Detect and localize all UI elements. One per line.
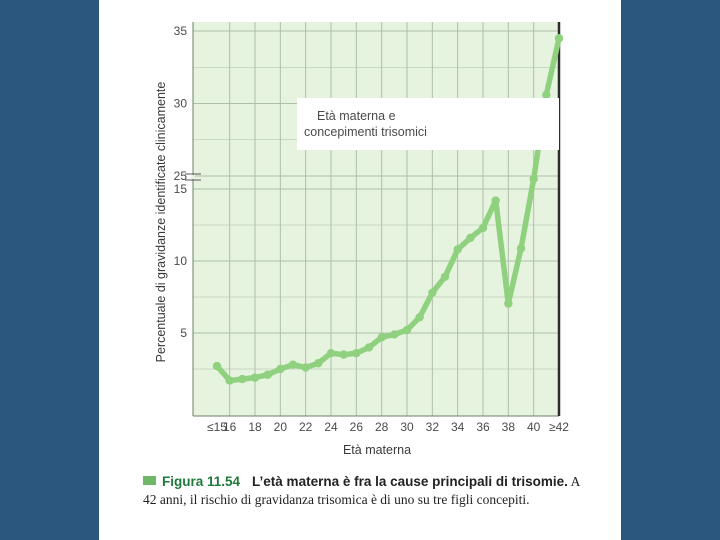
y-tick-label: 15 bbox=[174, 182, 188, 196]
data-point bbox=[542, 90, 551, 100]
data-point bbox=[326, 348, 336, 358]
data-point bbox=[301, 363, 310, 372]
x-tick-label: 26 bbox=[350, 420, 364, 434]
data-point bbox=[415, 312, 424, 322]
data-point bbox=[212, 361, 222, 371]
data-point bbox=[263, 370, 272, 379]
annotation-box bbox=[297, 98, 559, 150]
y-tick-label: 10 bbox=[174, 254, 188, 268]
x-tick-label: ≥42 bbox=[549, 420, 569, 434]
data-point bbox=[516, 244, 526, 253]
x-tick-label: 30 bbox=[400, 420, 414, 434]
x-tick-label: 18 bbox=[248, 420, 262, 434]
y-tick-label: 25 bbox=[174, 169, 188, 183]
figure-caption: Figura 11.54 L’età materna è fra la cause… bbox=[143, 473, 583, 509]
data-point bbox=[478, 223, 488, 233]
x-tick-label: 36 bbox=[476, 420, 490, 434]
plot-area bbox=[193, 22, 559, 416]
chart-annotation-line1: Età materna e bbox=[317, 109, 396, 123]
data-point bbox=[352, 348, 361, 358]
series-points bbox=[212, 34, 564, 385]
x-tick-label: 16 bbox=[223, 420, 237, 434]
data-point bbox=[238, 374, 247, 384]
x-tick-label: 34 bbox=[451, 420, 465, 434]
data-point bbox=[466, 233, 475, 243]
axis-break-mark bbox=[185, 173, 201, 181]
data-point bbox=[314, 359, 323, 368]
y-tick-label: 5 bbox=[180, 326, 187, 340]
figure-marker-icon bbox=[143, 476, 156, 485]
x-axis-label: Età materna bbox=[343, 443, 411, 457]
data-point bbox=[250, 373, 260, 382]
x-tick-label: 20 bbox=[274, 420, 288, 434]
x-tick-label: 28 bbox=[375, 420, 389, 434]
data-point bbox=[440, 272, 450, 282]
x-tick-label: 38 bbox=[502, 420, 516, 434]
data-point bbox=[288, 360, 298, 369]
y-tick-label: 35 bbox=[174, 24, 188, 38]
figure-text: A 42 anni, il rischio di gravidanza tris… bbox=[143, 474, 580, 507]
slide-panel: 5 10 15 25 30 35 ≤15 16 18 20 22 24 26 28 30 32 34 36 38 4… bbox=[99, 0, 621, 540]
data-point bbox=[428, 288, 437, 297]
data-point bbox=[339, 350, 348, 359]
data-point bbox=[377, 333, 386, 342]
data-point bbox=[390, 330, 399, 339]
x-tick-label: 22 bbox=[299, 420, 313, 434]
data-point bbox=[276, 364, 285, 374]
data-point bbox=[554, 34, 564, 43]
chart-annotation-line2: concepimenti trisomici bbox=[304, 125, 427, 139]
figure-number: Figura 11.54 bbox=[162, 474, 241, 489]
data-point bbox=[453, 245, 462, 254]
figure-title: L’età materna è fra la cause principali … bbox=[252, 474, 568, 489]
x-tick-label: ≤15 bbox=[207, 420, 227, 434]
x-tick-label: 32 bbox=[426, 420, 440, 434]
series-line bbox=[214, 35, 562, 384]
x-tick-label: 24 bbox=[324, 420, 338, 434]
data-point bbox=[504, 299, 513, 308]
data-point bbox=[364, 343, 374, 352]
y-axis-label: Percentuale di gravidanze identificate c… bbox=[154, 82, 168, 363]
y-tick-label: 30 bbox=[174, 97, 188, 111]
x-tick-label: 40 bbox=[527, 420, 541, 434]
data-point bbox=[225, 376, 234, 385]
data-point bbox=[402, 325, 412, 335]
data-point bbox=[491, 196, 500, 205]
data-point bbox=[529, 174, 538, 184]
